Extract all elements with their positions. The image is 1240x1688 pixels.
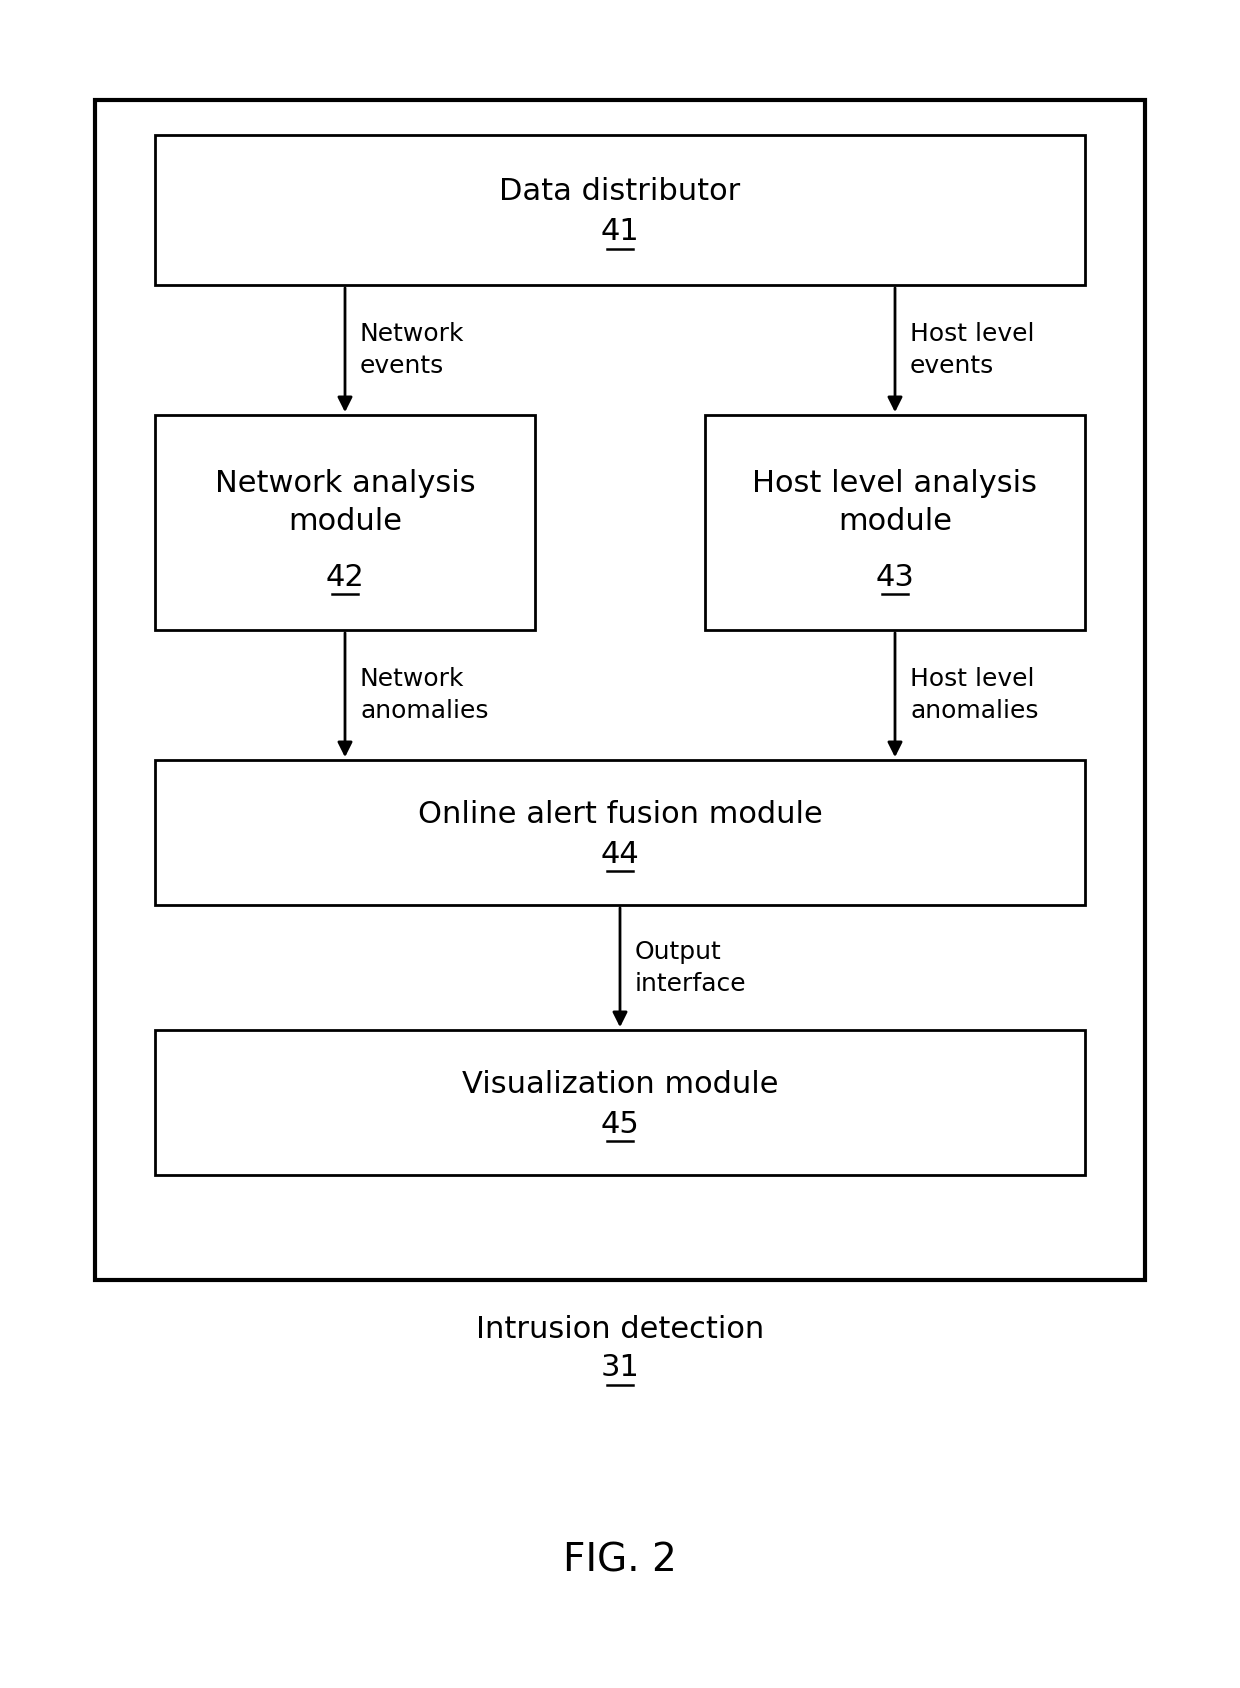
Text: Host level
events: Host level events xyxy=(910,322,1034,378)
Text: Network
anomalies: Network anomalies xyxy=(360,667,489,722)
Text: 43: 43 xyxy=(875,564,914,592)
Bar xyxy=(155,1030,1085,1175)
Text: 45: 45 xyxy=(600,1111,640,1139)
Text: 44: 44 xyxy=(600,841,640,869)
Text: Visualization module: Visualization module xyxy=(461,1070,779,1099)
Bar xyxy=(706,415,1085,630)
Text: 42: 42 xyxy=(326,564,365,592)
Bar xyxy=(155,415,534,630)
Text: Output
interface: Output interface xyxy=(635,940,746,996)
Text: Intrusion detection: Intrusion detection xyxy=(476,1315,764,1345)
Text: 31: 31 xyxy=(600,1354,640,1382)
Text: Online alert fusion module: Online alert fusion module xyxy=(418,800,822,829)
Text: Data distributor: Data distributor xyxy=(500,177,740,206)
Text: Host level
anomalies: Host level anomalies xyxy=(910,667,1039,722)
Text: 41: 41 xyxy=(600,218,640,246)
Bar xyxy=(155,135,1085,285)
Text: Network
events: Network events xyxy=(360,322,465,378)
Bar xyxy=(95,100,1145,1280)
Bar xyxy=(155,760,1085,905)
Text: Host level analysis
module: Host level analysis module xyxy=(753,469,1038,537)
Text: FIG. 2: FIG. 2 xyxy=(563,1541,677,1578)
Text: Network analysis
module: Network analysis module xyxy=(215,469,475,537)
